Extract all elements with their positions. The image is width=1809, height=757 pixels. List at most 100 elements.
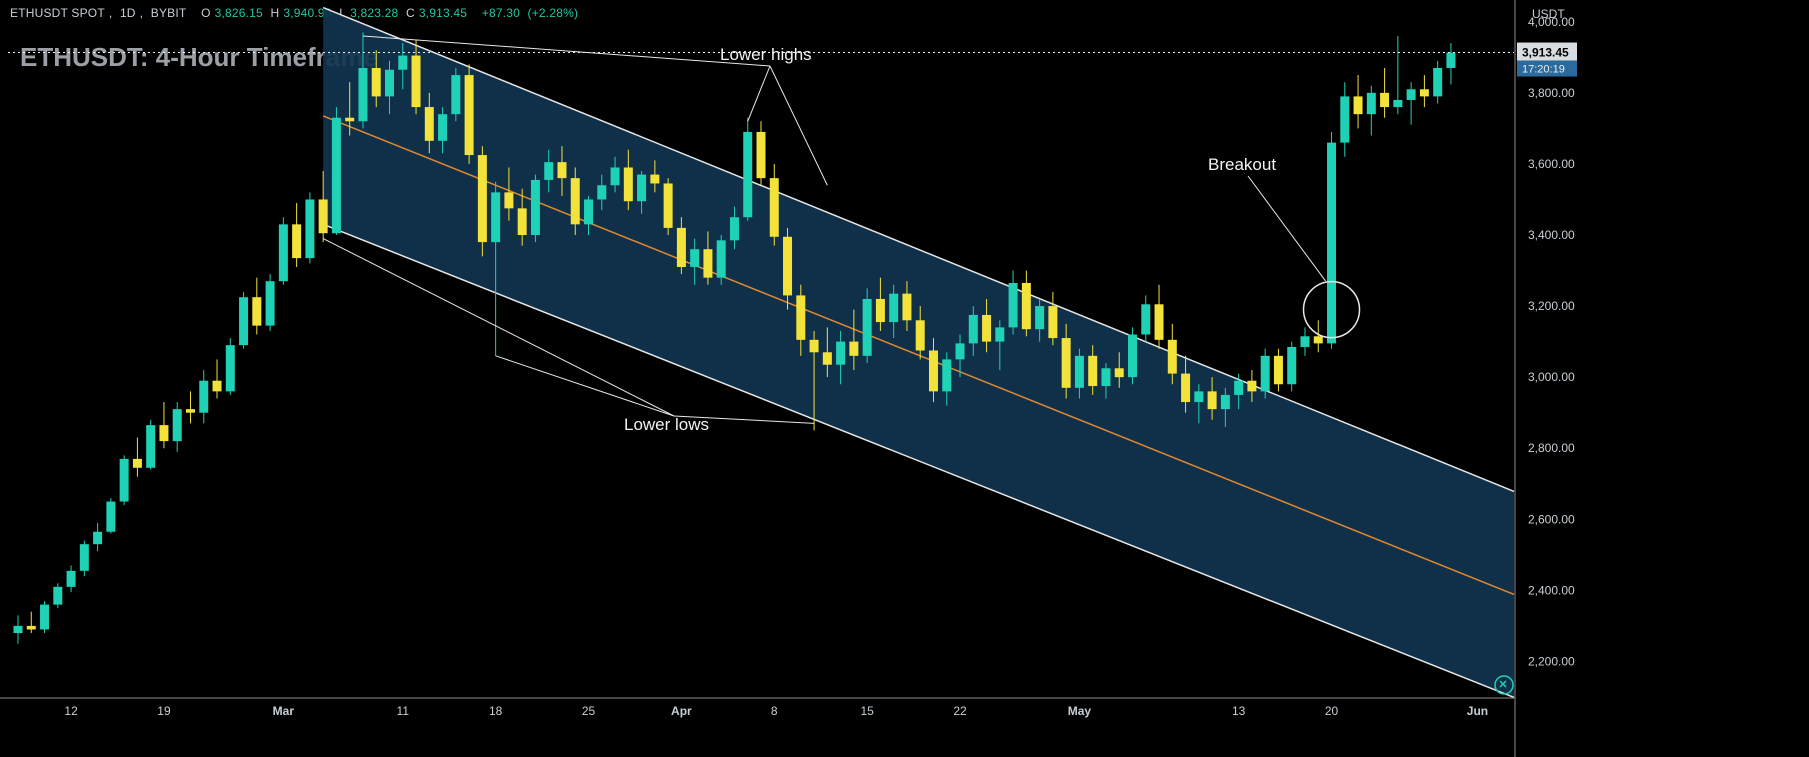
candle-body [571, 178, 580, 224]
candle-body [690, 249, 699, 267]
candle-body [796, 295, 805, 339]
candle-body [982, 315, 991, 342]
candle-body [1274, 356, 1283, 384]
candle-body [1234, 381, 1243, 395]
x-tick-label: 8 [771, 704, 778, 718]
candle-body [863, 299, 872, 356]
candle-body [1062, 338, 1071, 388]
y-axis-label: USDT [1532, 7, 1565, 21]
candle-body [518, 208, 527, 235]
candle-body [876, 299, 885, 322]
candle-body [1181, 374, 1190, 402]
candle-body [1433, 68, 1442, 96]
candle-body [80, 544, 89, 571]
x-tick-label: 11 [397, 704, 410, 718]
candle-body [1380, 93, 1389, 107]
candle-body [889, 294, 898, 322]
candle-body [478, 155, 487, 242]
annotation-line [496, 356, 674, 416]
x-tick-label: 20 [1325, 704, 1339, 718]
candle-body [823, 352, 832, 364]
candle-body [1075, 356, 1084, 388]
candle-body [1340, 96, 1349, 142]
annotation-line [770, 66, 827, 185]
candle-body [664, 183, 673, 227]
candle-body [584, 199, 593, 224]
candle-body [1194, 391, 1203, 402]
x-tick-label: Jun [1467, 704, 1488, 718]
candle-body [345, 118, 354, 122]
x-tick-label: 13 [1232, 704, 1246, 718]
candle-body [504, 192, 513, 208]
candle-body [319, 199, 328, 233]
candle-body [199, 381, 208, 413]
candle-body [40, 605, 49, 630]
candle-body [743, 132, 752, 217]
candle-body [969, 315, 978, 343]
candle-body [730, 217, 739, 240]
candle-body [1367, 93, 1376, 114]
candle-body [279, 224, 288, 281]
candle-body [929, 351, 938, 392]
candle-body [491, 192, 500, 242]
candle-body [703, 249, 712, 277]
candle-body [942, 359, 951, 391]
y-tick-label: 2,800.00 [1528, 441, 1575, 455]
candle-body [266, 281, 275, 325]
candle-body [902, 294, 911, 321]
candle-body [1314, 336, 1323, 343]
candle-body [995, 327, 1004, 341]
candle-body [1009, 283, 1018, 327]
candle-body [1354, 96, 1363, 114]
candle-body [213, 381, 222, 392]
candle-body [1048, 306, 1057, 338]
candle-body [305, 199, 314, 258]
x-tick-label: Mar [273, 704, 295, 718]
candle-body [372, 68, 381, 96]
candle-body [783, 237, 792, 296]
candle-body [412, 56, 421, 108]
x-tick-label: 22 [953, 704, 967, 718]
price-chart[interactable]: 2,200.002,400.002,600.002,800.003,000.00… [0, 0, 1809, 757]
candle-body [159, 425, 168, 441]
candle-body [916, 320, 925, 350]
x-tick-label: 19 [157, 704, 171, 718]
countdown-text: 17:20:19 [1522, 64, 1565, 76]
y-tick-label: 2,400.00 [1528, 583, 1575, 597]
candle-body [1221, 395, 1230, 409]
annotation-breakout: Breakout [1208, 155, 1276, 174]
candle-body [1035, 306, 1044, 329]
x-tick-label: 12 [64, 704, 78, 718]
y-tick-label: 3,600.00 [1528, 157, 1575, 171]
annotation-lower-lows: Lower lows [624, 415, 709, 434]
candle-body [1407, 89, 1416, 100]
candle-body [385, 70, 394, 97]
candle-body [292, 224, 301, 258]
candle-body [637, 175, 646, 202]
candle-body [544, 162, 553, 180]
candle-body [757, 132, 766, 178]
candle-body [1101, 368, 1110, 386]
candle-body [611, 167, 620, 185]
candle-body [531, 180, 540, 235]
price-tag-text: 3,913.45 [1522, 46, 1569, 60]
x-tick-label: 15 [860, 704, 874, 718]
candle-body [252, 297, 261, 325]
candle-body [358, 68, 367, 121]
candle-body [1155, 304, 1164, 340]
candle-body [106, 502, 115, 532]
x-tick-label: 18 [489, 704, 503, 718]
candle-body [597, 185, 606, 199]
candle-body [1247, 381, 1256, 392]
candle-body [425, 107, 434, 141]
candle-body [451, 75, 460, 114]
candle-body [1168, 340, 1177, 374]
candle-body [93, 532, 102, 544]
candle-body [398, 56, 407, 70]
candle-body [770, 178, 779, 237]
candle-body [956, 343, 965, 359]
y-tick-label: 3,800.00 [1528, 86, 1575, 100]
channel-fill [323, 8, 1514, 698]
candle-body [1022, 283, 1031, 329]
annotation-line [1248, 176, 1326, 281]
